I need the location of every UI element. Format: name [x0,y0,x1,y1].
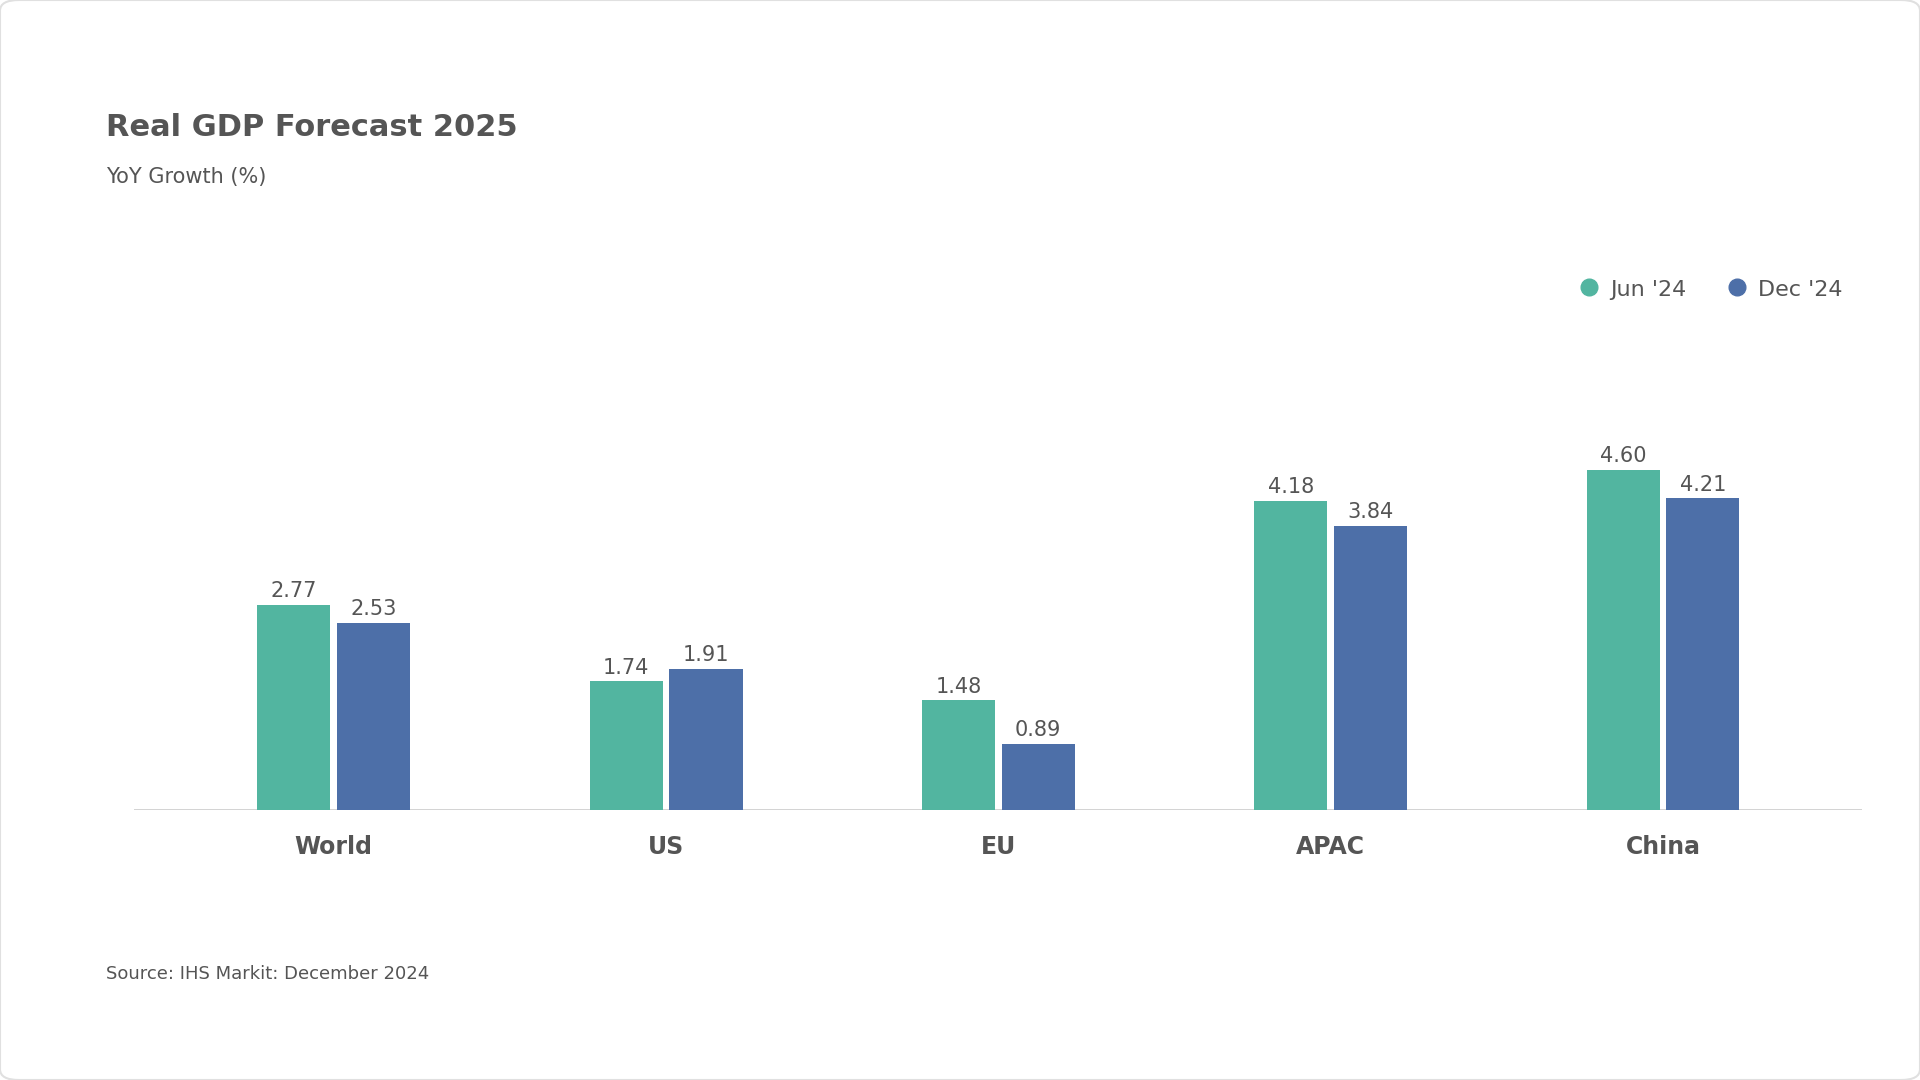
Bar [1586,470,1659,810]
Text: 2.77: 2.77 [271,581,317,602]
Text: 0.89: 0.89 [1016,720,1062,741]
Bar [589,681,662,810]
Bar [670,669,743,810]
Legend: Jun '24, Dec '24: Jun '24, Dec '24 [1574,270,1851,309]
Text: 3.84: 3.84 [1348,502,1394,522]
Text: 2.53: 2.53 [351,599,397,619]
Text: Real GDP Forecast 2025: Real GDP Forecast 2025 [106,113,516,143]
Bar [1334,526,1407,810]
Bar [257,605,330,810]
Bar [1002,744,1075,810]
Bar [1667,499,1740,810]
Bar [338,623,411,810]
Text: 4.21: 4.21 [1680,475,1726,495]
Text: YoY Growth (%): YoY Growth (%) [106,167,267,188]
Text: 1.48: 1.48 [935,677,981,697]
Text: 4.60: 4.60 [1599,446,1645,465]
Text: 4.18: 4.18 [1267,477,1313,497]
Text: Source: IHS Markit: December 2024: Source: IHS Markit: December 2024 [106,964,428,983]
Bar [922,701,995,810]
Text: 1.91: 1.91 [684,645,730,665]
Text: 1.74: 1.74 [603,658,649,677]
Bar [1254,501,1327,810]
